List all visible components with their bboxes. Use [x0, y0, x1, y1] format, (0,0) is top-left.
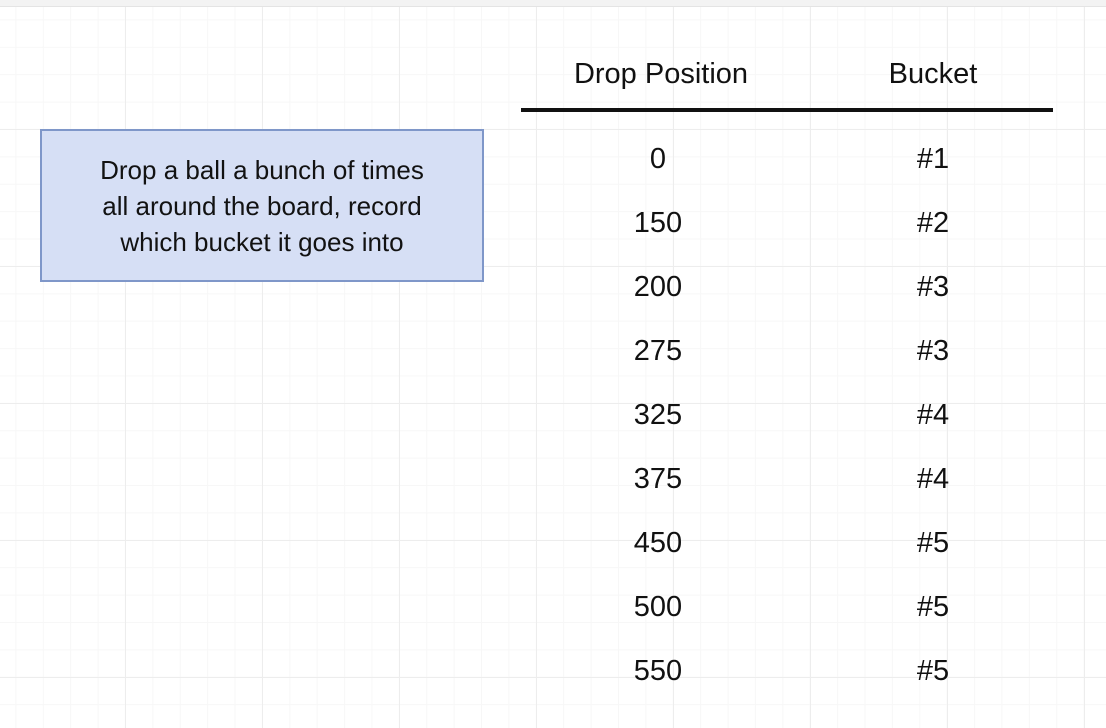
table-row: 150 #2: [521, 205, 1053, 269]
table-row: 0 #1: [521, 141, 1053, 205]
bucket-cell: #3: [916, 271, 950, 303]
drop-position-cell: 0: [649, 143, 667, 175]
drop-position-cell: 200: [633, 271, 683, 303]
bucket-cell: #2: [916, 207, 950, 239]
bucket-cell: #5: [916, 655, 950, 687]
bucket-cell: #3: [916, 335, 950, 367]
bucket-cell: #4: [916, 399, 950, 431]
table-row: 500 #5: [521, 589, 1053, 653]
header-drop-position: Drop Position: [573, 58, 749, 90]
table-row: 450 #5: [521, 525, 1053, 589]
bucket-cell: #4: [916, 463, 950, 495]
drop-position-cell: 450: [633, 527, 683, 559]
drop-results-table: Drop Position Bucket 0 #1 150 #2 200 #3 …: [521, 50, 1053, 717]
bucket-cell: #5: [916, 591, 950, 623]
table-row: 275 #3: [521, 333, 1053, 397]
table-body: 0 #1 150 #2 200 #3 275 #3 325 #4 375 #4 …: [521, 112, 1053, 717]
drop-position-cell: 275: [633, 335, 683, 367]
table-header: Drop Position Bucket: [521, 50, 1053, 112]
bucket-cell: #1: [916, 143, 950, 175]
drop-position-cell: 375: [633, 463, 683, 495]
drop-position-cell: 550: [633, 655, 683, 687]
table-row: 325 #4: [521, 397, 1053, 461]
table-row: 200 #3: [521, 269, 1053, 333]
drop-position-cell: 150: [633, 207, 683, 239]
top-strip: [0, 0, 1106, 7]
instruction-note: Drop a ball a bunch of times all around …: [40, 129, 484, 282]
bucket-cell: #5: [916, 527, 950, 559]
drop-position-cell: 325: [633, 399, 683, 431]
instruction-note-text: Drop a ball a bunch of times all around …: [100, 154, 424, 257]
header-bucket: Bucket: [888, 58, 978, 90]
drop-position-cell: 500: [633, 591, 683, 623]
table-row: 550 #5: [521, 653, 1053, 717]
table-row: 375 #4: [521, 461, 1053, 525]
